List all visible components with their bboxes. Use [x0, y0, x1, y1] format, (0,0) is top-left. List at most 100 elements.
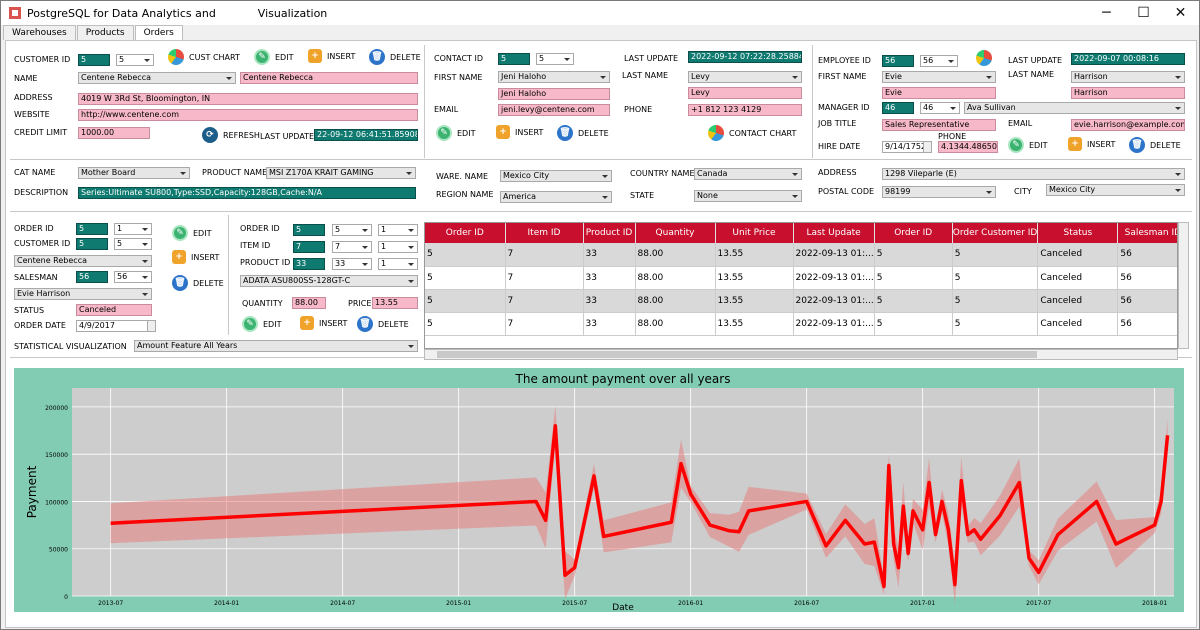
employee-phone-field[interactable]: 4.1344.486508 [938, 141, 998, 153]
stat-visualization-combo[interactable]: Amount Feature All Years [134, 340, 418, 352]
close-icon[interactable]: ✕ [1174, 5, 1187, 21]
postal-code-combo[interactable]: 98199 [882, 186, 996, 198]
employee-id-combo[interactable]: 56 [920, 55, 958, 67]
table-cell[interactable]: 5 [425, 266, 506, 290]
item-id-combo[interactable]: 7 [332, 241, 372, 253]
product-id-field[interactable]: 33 [293, 258, 325, 270]
table-cell[interactable]: 5 [425, 289, 506, 313]
table-row[interactable]: 5 7 33 88.00 13.55 2022-09-13 01:... 5 5 Cancele… [425, 266, 1177, 290]
salesman-id-field[interactable]: 56 [76, 271, 108, 283]
order-insert-button[interactable]: + INSERT [172, 250, 219, 264]
table-cell[interactable]: 56 [1117, 289, 1177, 313]
employee-insert-button[interactable]: + INSERT [1068, 137, 1115, 151]
table-cell[interactable]: 13.55 [715, 289, 794, 313]
table-row[interactable]: 5 7 33 88.00 13.55 2022-09-13 01:... 5 5 Cancele… [425, 289, 1177, 313]
contact-insert-button[interactable]: + INSERT [496, 125, 543, 139]
item-insert-button[interactable]: + INSERT [300, 316, 347, 330]
table-cell[interactable]: Canceled [1037, 266, 1119, 290]
item-id-combo-2[interactable]: 1 [378, 241, 418, 253]
product-id-combo[interactable]: 33 [332, 258, 372, 270]
tab-orders[interactable]: Orders [134, 25, 183, 41]
order-customer-name-combo[interactable]: Centene Rebecca [14, 255, 152, 267]
table-cell[interactable]: 33 [583, 289, 636, 313]
table-cell[interactable]: 2022-09-13 01:... [793, 289, 875, 313]
employee-id-field[interactable]: 56 [882, 55, 914, 67]
table-cell[interactable]: 7 [505, 243, 584, 267]
hire-date-picker[interactable]: 9/14/1752 [882, 141, 932, 153]
product-name-combo[interactable]: MSI Z170A KRAIT GAMING [266, 167, 416, 179]
table-cell[interactable]: 56 [1117, 243, 1177, 267]
employee-first-name-combo[interactable]: Evie [882, 71, 996, 83]
price-field[interactable]: 13.55 [372, 297, 418, 309]
region-name-combo[interactable]: America [500, 191, 612, 203]
table-cell[interactable]: 88.00 [635, 266, 716, 290]
grid-horizontal-scrollbar[interactable] [424, 349, 1178, 360]
contact-email-field[interactable]: jeni.levy@centene.com [498, 104, 610, 116]
grid-header-cell[interactable]: Order Customer ID [952, 223, 1039, 243]
manager-id-combo[interactable]: 46 [920, 102, 960, 114]
salesman-id-combo[interactable]: 56 [114, 271, 152, 283]
grid-header-cell[interactable]: Unit Price [715, 223, 794, 243]
contact-last-name-combo[interactable]: Levy [688, 71, 802, 83]
employee-delete-button[interactable]: 🗑 DELETE [1129, 137, 1181, 153]
tab-products[interactable]: Products [76, 25, 134, 40]
status-field[interactable]: Canceled [76, 304, 152, 316]
table-cell[interactable]: 5 [952, 289, 1039, 313]
city-combo[interactable]: Mexico City [1046, 184, 1185, 196]
website-field[interactable]: http://www.centene.com [78, 109, 418, 121]
table-cell[interactable]: 88.00 [635, 243, 716, 267]
item-edit-button[interactable]: ✎ EDIT [242, 316, 281, 332]
product-id-combo-2[interactable]: 1 [378, 258, 418, 270]
table-cell[interactable]: Canceled [1037, 243, 1119, 267]
job-title-field[interactable]: Sales Representative [882, 119, 996, 131]
table-cell[interactable]: 13.55 [715, 312, 794, 336]
refresh-button[interactable]: ⟳ REFRESH [202, 127, 260, 143]
customer-id-combo[interactable]: 5 [116, 54, 154, 66]
contact-chart-button[interactable]: CONTACT CHART [708, 125, 796, 141]
customer-insert-button[interactable]: + INSERT [308, 49, 355, 63]
table-cell[interactable]: 7 [505, 312, 584, 336]
manager-name-combo[interactable]: Ava Sullivan [964, 102, 1185, 114]
cust-chart-button[interactable]: CUST CHART [168, 49, 240, 65]
quantity-field[interactable]: 88.00 [292, 297, 326, 309]
contact-first-name-combo[interactable]: Jeni Haloho [498, 71, 610, 83]
contact-first-name-field[interactable]: Jeni Haloho [498, 88, 610, 100]
grid-header-cell[interactable]: Quantity [635, 223, 716, 243]
order-customer-id-field[interactable]: 5 [76, 238, 108, 250]
table-cell[interactable]: 5 [952, 266, 1039, 290]
maximize-icon[interactable]: ☐ [1137, 5, 1150, 21]
employee-last-name-field[interactable]: Harrison [1071, 87, 1185, 99]
contact-id-combo[interactable]: 5 [536, 53, 574, 65]
contact-last-name-field[interactable]: Levy [688, 87, 802, 99]
pie-chart-icon[interactable] [976, 50, 992, 66]
grid-header-cell[interactable]: Product ID [583, 223, 636, 243]
order-id-field[interactable]: 5 [76, 223, 108, 235]
grid-header-cell[interactable]: Order ID [425, 223, 506, 243]
customer-edit-button[interactable]: ✎ EDIT [254, 49, 293, 65]
table-cell[interactable]: Canceled [1037, 312, 1119, 336]
table-cell[interactable]: 88.00 [635, 289, 716, 313]
table-cell[interactable]: 7 [505, 266, 584, 290]
employee-edit-button[interactable]: ✎ EDIT [1008, 137, 1047, 153]
contact-id-field[interactable]: 5 [498, 53, 530, 65]
table-cell[interactable]: Canceled [1037, 289, 1119, 313]
grid-vertical-scrollbar[interactable] [1178, 222, 1189, 349]
table-cell[interactable]: 5 [874, 243, 953, 267]
table-cell[interactable]: 2022-09-13 01:... [793, 266, 875, 290]
warehouse-address-combo[interactable]: 1298 Vileparle (E) [882, 168, 1185, 180]
table-cell[interactable]: 56 [1117, 266, 1177, 290]
item-id-field[interactable]: 7 [293, 241, 325, 253]
minimize-icon[interactable]: ─ [1102, 5, 1111, 21]
order-date-picker[interactable]: 4/9/2017 [76, 320, 156, 332]
credit-limit-field[interactable]: 1000.00 [78, 127, 150, 139]
item-order-id-combo-2[interactable]: 1 [378, 224, 418, 236]
customer-delete-button[interactable]: 🗑 DELETE [369, 49, 421, 65]
customer-name-field[interactable]: Centene Rebecca [240, 72, 418, 84]
table-cell[interactable]: 33 [583, 312, 636, 336]
table-cell[interactable]: 5 [425, 243, 506, 267]
scroll-thumb[interactable] [437, 351, 1037, 358]
customer-name-combo[interactable]: Centene Rebecca [78, 72, 236, 84]
contact-phone-field[interactable]: +1 812 123 4129 [688, 104, 802, 116]
contact-delete-button[interactable]: 🗑 DELETE [557, 125, 609, 141]
table-cell[interactable]: 5 [425, 312, 506, 336]
